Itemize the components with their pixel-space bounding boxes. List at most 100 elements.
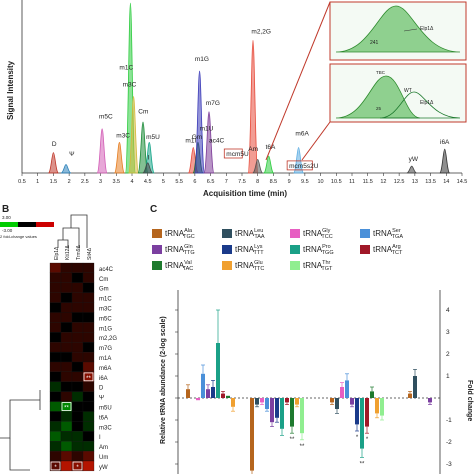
chrom-tick-label: 13.5 <box>425 179 436 185</box>
chrom-peak-label: m2,2G <box>251 29 271 36</box>
chrom-tick-label: 2.5 <box>81 179 89 185</box>
heat-cell <box>49 292 62 303</box>
heat-row-label: i6A <box>99 376 108 382</box>
heat-cell <box>60 431 73 442</box>
heat-cell <box>82 361 95 373</box>
chrom-tick-label: 3.5 <box>112 179 120 185</box>
inset-bottom-value-wt: TBC <box>376 70 386 75</box>
chrom-peak-label: I <box>148 154 150 161</box>
chrom-peak <box>114 141 125 174</box>
bar-legend-label: tRNALeu TAA <box>235 228 265 240</box>
bar <box>370 391 374 398</box>
heat-cell <box>49 411 62 422</box>
inset-top: 241 Elp1Δ <box>329 1 467 61</box>
heat-cell <box>60 332 73 343</box>
heat-cell <box>60 391 73 402</box>
chrom-peak <box>439 148 451 174</box>
chrom-peak <box>48 152 59 174</box>
bar-legend-label: tRNAGln TTG <box>165 244 195 256</box>
bar-legend-swatch <box>222 245 232 254</box>
heat-cell <box>49 371 62 382</box>
chrom-tick-label: 1 <box>36 179 39 185</box>
heat-cell <box>82 312 95 323</box>
heat-cell <box>82 282 95 293</box>
bar-y2-tick-label: -1 <box>446 417 452 424</box>
chrom-tick-label: 7.5 <box>238 179 246 185</box>
heat-legend: -3.00 3.00 2 fold-change values <box>0 215 54 239</box>
heat-cell <box>71 292 84 303</box>
inset-bottom-label-mut: Elp1Δ <box>420 100 434 106</box>
heat-significance-star: * <box>54 465 57 471</box>
bar-chart-panel: C tRNAAla TGC tRNALeu TAA tRNAGly TCC tRNASer T… <box>150 204 473 474</box>
heat-cell <box>82 441 95 452</box>
chrom-peak-label: m5C <box>99 114 113 121</box>
heat-cell <box>71 401 84 412</box>
bar-legend-label: tRNASer TGA <box>373 228 403 240</box>
bar <box>186 389 190 398</box>
heat-significance-star: ** <box>64 406 69 412</box>
heat-cell <box>49 431 62 442</box>
bar-legend-label: tRNAArg TCT <box>373 244 403 256</box>
chrom-peak <box>263 155 275 174</box>
heat-cell <box>60 421 73 432</box>
chrom-peak <box>60 164 72 174</box>
bar-significance-star: ** <box>360 461 365 467</box>
bar-legend-label: tRNAVal TAC <box>165 260 193 272</box>
heat-cell <box>71 450 84 462</box>
heat-cell <box>60 272 73 283</box>
chrom-peak-label: m1C <box>119 64 133 71</box>
heat-row-label: D <box>99 386 104 392</box>
chrom-tick-label: 1.5 <box>50 179 58 185</box>
bar-significance-star: * <box>356 435 359 441</box>
heat-cell <box>71 282 84 293</box>
heat-significance-box <box>72 461 83 471</box>
bar-y2-tick-label: 4 <box>446 307 450 314</box>
heat-cell <box>71 391 84 402</box>
heat-cell <box>60 441 73 452</box>
inset-bottom: TBC WT Elp1Δ 25 <box>329 63 467 123</box>
bar-legend-label: tRNAThr TGT <box>303 260 333 272</box>
heat-cell <box>82 322 95 333</box>
bar <box>350 398 354 405</box>
bar-y2-label: Fold change <box>466 380 473 421</box>
chrom-peak-label: m3C <box>116 132 130 139</box>
heat-row-label: m3C <box>99 425 112 431</box>
heat-column-label: Kti12Δ <box>65 245 71 260</box>
chrom-peak-label: Am <box>248 146 258 153</box>
panel-label-b: B <box>2 204 9 215</box>
heat-cell <box>82 421 95 432</box>
heat-cell <box>82 431 95 442</box>
bar <box>231 398 235 407</box>
chrom-tick-label: 10 <box>318 179 324 185</box>
chrom-tick-label: 5.5 <box>175 179 183 185</box>
bar <box>408 393 412 398</box>
chrom-peak-label: m3C <box>123 81 137 88</box>
heat-row-label: Am <box>99 445 108 451</box>
chrom-x-label: Acquisition time (min) <box>203 189 287 198</box>
bar <box>355 398 359 425</box>
chrom-peak-label: i6A <box>440 139 450 146</box>
heat-significance-box <box>50 461 61 471</box>
heat-legend-label: 2 fold-change values <box>0 234 37 239</box>
chrom-peak-label: m6A <box>295 131 309 138</box>
bar-y2-tick-label: 1 <box>446 373 450 380</box>
chrom-tick-label: 9.5 <box>301 179 309 185</box>
bar <box>226 395 230 398</box>
heatmap-panel: B -3.00 3.00 2 fold-change values Elp1Δ K… <box>0 204 117 472</box>
heat-cell <box>49 272 62 283</box>
heat-cell <box>49 421 62 432</box>
chrom-extra-label: m1U <box>200 126 214 133</box>
bar-legend-label: tRNAGlu TTC <box>235 260 264 272</box>
heat-cell <box>49 312 62 323</box>
heat-row-label: m1G <box>99 326 112 332</box>
bar <box>335 398 339 409</box>
chrom-tick-label: 11.5 <box>363 179 373 185</box>
bar-legend-label: tRNALys TTT <box>235 244 264 256</box>
heat-cell <box>82 381 95 392</box>
heat-row-label: Cm <box>99 277 108 283</box>
chrom-tick-label: 6 <box>193 179 196 185</box>
bar-legend-label: tRNAGly TCC <box>303 228 333 240</box>
bar <box>270 398 274 423</box>
bar-y-label: Relative tRNA abundance (2-log scale) <box>160 316 167 444</box>
bar <box>216 343 220 398</box>
